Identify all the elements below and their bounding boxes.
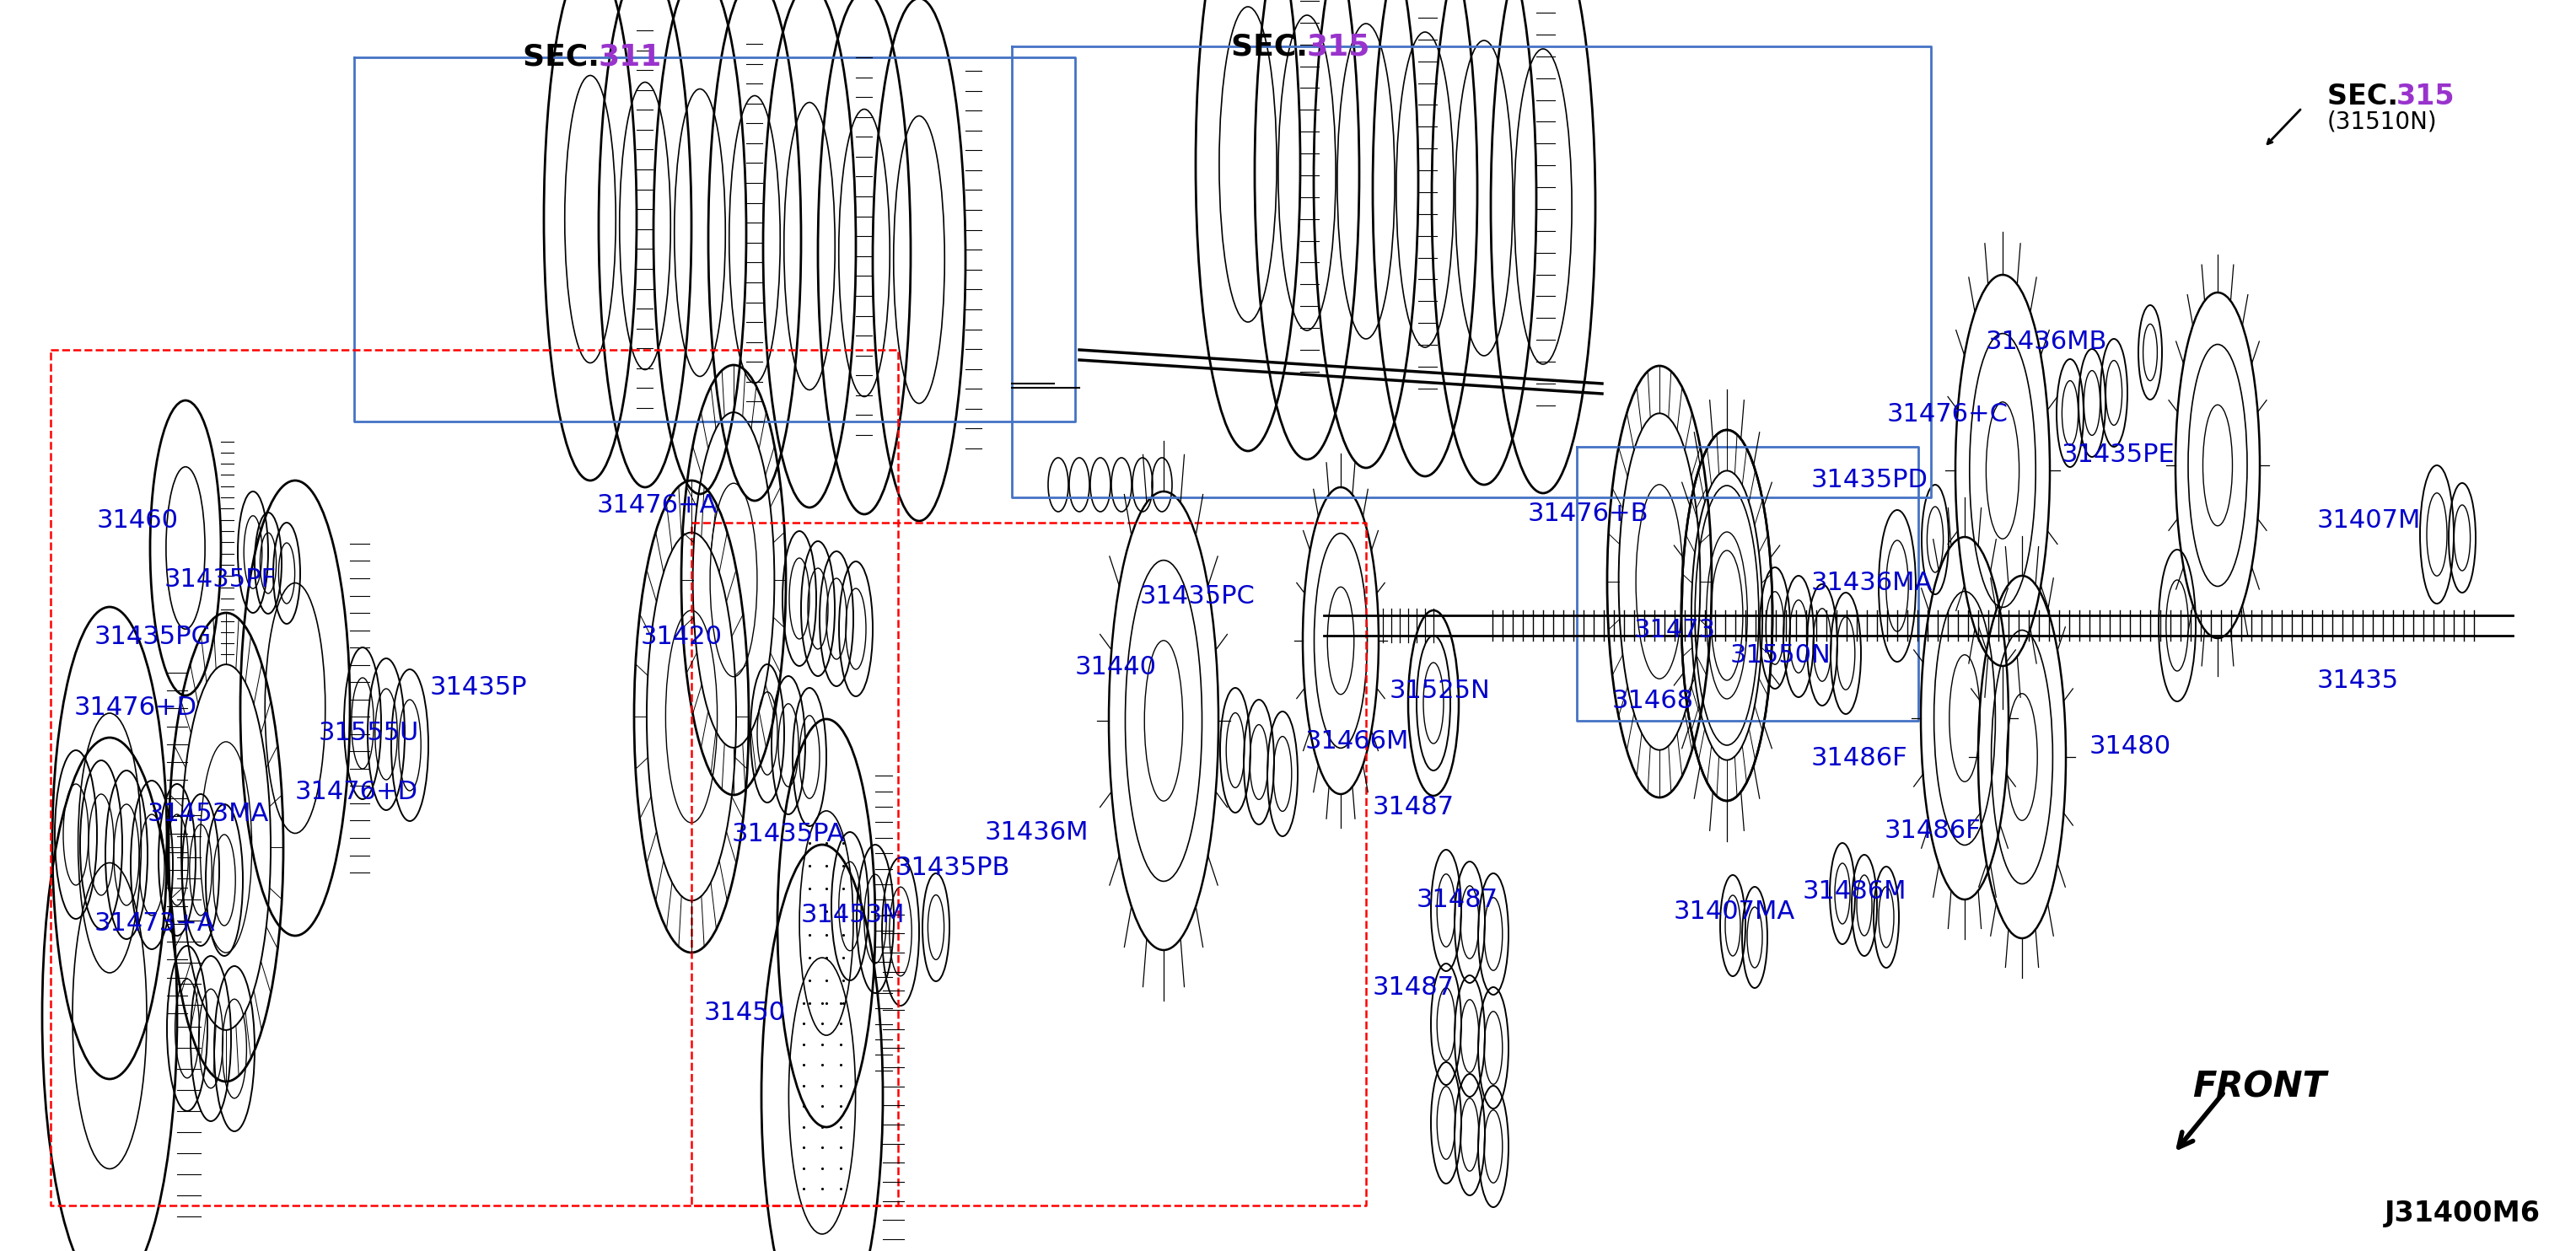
Text: 31435PF: 31435PF: [165, 568, 276, 592]
Text: 31468: 31468: [1613, 689, 1695, 713]
Text: 31435PE: 31435PE: [2061, 443, 2174, 468]
Text: 31407M: 31407M: [2318, 509, 2421, 533]
Text: 311: 311: [598, 43, 662, 71]
Text: 31476+C: 31476+C: [1888, 403, 2009, 427]
Text: 31476+A: 31476+A: [598, 494, 719, 518]
Text: 31407MA: 31407MA: [1674, 899, 1795, 924]
Text: 31487: 31487: [1373, 976, 1455, 1001]
Text: 31525N: 31525N: [1388, 679, 1492, 703]
Text: 31435PB: 31435PB: [896, 856, 1010, 881]
Text: 31480: 31480: [2089, 734, 2172, 758]
Text: 31420: 31420: [641, 624, 724, 649]
Text: FRONT: FRONT: [2192, 1070, 2326, 1105]
Text: 31487: 31487: [1373, 796, 1455, 819]
Text: J31400M6: J31400M6: [2385, 1200, 2540, 1227]
Text: SEC.: SEC.: [1231, 33, 1319, 61]
Text: 31476+D: 31476+D: [75, 696, 198, 721]
Text: 31550N: 31550N: [1731, 643, 1832, 668]
Text: 31440: 31440: [1074, 656, 1157, 679]
Text: 31436MB: 31436MB: [1986, 329, 2107, 354]
Text: 31436MA: 31436MA: [1811, 572, 1932, 595]
Text: 31435PA: 31435PA: [732, 822, 845, 847]
Text: 31435: 31435: [2318, 669, 2398, 693]
Text: 31476+D: 31476+D: [296, 781, 417, 804]
Text: 31487: 31487: [1417, 888, 1499, 912]
Text: 31476+B: 31476+B: [1528, 502, 1649, 527]
Text: 31435PG: 31435PG: [95, 624, 211, 649]
Text: 31435P: 31435P: [430, 674, 528, 699]
Text: SEC.: SEC.: [523, 43, 611, 71]
Text: 31486M: 31486M: [1803, 879, 1906, 904]
Text: 31435PD: 31435PD: [1811, 468, 1929, 493]
Text: 315: 315: [1306, 33, 1370, 61]
Text: 31466M: 31466M: [1306, 729, 1409, 754]
Text: 31486F: 31486F: [1811, 747, 1909, 771]
Text: 31453M: 31453M: [801, 902, 904, 927]
Text: 31473+A: 31473+A: [95, 911, 216, 936]
Text: 31453MA: 31453MA: [147, 801, 270, 826]
Text: 31486F: 31486F: [1886, 818, 1981, 843]
Text: 31473: 31473: [1633, 618, 1716, 643]
Text: (31510N): (31510N): [2326, 110, 2437, 134]
Text: SEC.: SEC.: [2326, 83, 2409, 111]
Text: 31555U: 31555U: [319, 721, 420, 746]
Text: 31450: 31450: [703, 1001, 786, 1026]
Text: 31435PC: 31435PC: [1141, 584, 1255, 609]
Text: 31460: 31460: [98, 509, 178, 533]
Text: 315: 315: [2396, 83, 2455, 111]
Text: 31436M: 31436M: [984, 819, 1090, 844]
